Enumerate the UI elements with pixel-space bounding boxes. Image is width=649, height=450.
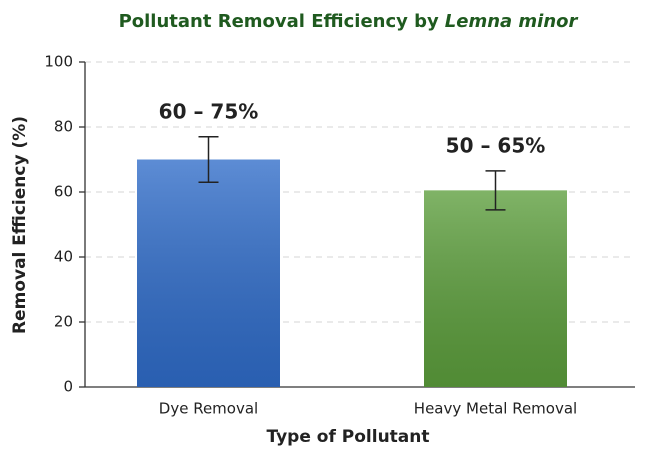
x-tick-label: Dye Removal xyxy=(159,400,258,418)
bar-shade xyxy=(137,159,280,387)
bar-shade xyxy=(424,190,567,387)
annotation: 60 – 75% xyxy=(159,99,259,123)
y-tick-label: 60 xyxy=(54,183,73,201)
y-tick-label: 20 xyxy=(54,313,73,331)
x-axis-label: Type of Pollutant xyxy=(267,427,430,447)
title-text: Pollutant Removal Efficiency by xyxy=(119,11,439,32)
x-tick-label: Heavy Metal Removal xyxy=(414,400,577,418)
y-tick-label: 80 xyxy=(54,118,73,136)
y-tick-label: 40 xyxy=(54,248,73,266)
title-species: Lemna minor xyxy=(445,11,579,32)
chart-title: Pollutant Removal Efficiency by Lemna min… xyxy=(119,11,579,32)
y-tick-label: 0 xyxy=(63,378,73,396)
y-tick-label: 100 xyxy=(44,53,73,71)
y-axis-label: Removal Efficiency (%) xyxy=(10,116,30,334)
annotation: 50 – 65% xyxy=(446,133,546,157)
